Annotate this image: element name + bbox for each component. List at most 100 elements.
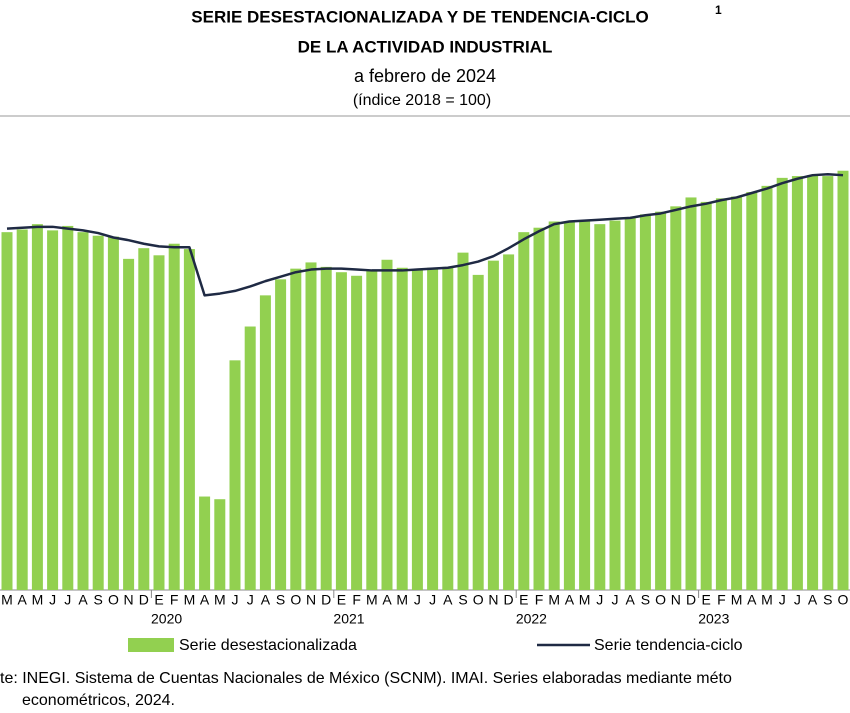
x-tick-label: E [337,592,346,608]
bar [305,262,317,590]
x-tick-label: J [247,592,254,608]
x-tick-label: F [170,592,179,608]
x-tick-label: S [823,592,832,608]
bar [563,221,575,590]
bar [503,254,515,590]
bar [138,248,150,590]
x-tick-label: S [458,592,467,608]
x-tick-label: E [702,592,711,608]
bar [548,221,560,590]
bar [168,243,180,590]
bar [655,211,667,590]
x-tick-label: A [808,592,818,608]
bar [229,360,241,590]
legend-label: Serie desestacionalizada [179,637,357,654]
bar [457,252,469,590]
legend-swatch [128,638,174,652]
x-tick-label: D [504,592,514,608]
x-tick-label: J [414,592,421,608]
bar [77,232,89,590]
x-tick-label: J [429,592,436,608]
x-tick-label: N [124,592,134,608]
x-tick-label: D [686,592,696,608]
bar [442,266,454,590]
x-tick-label: N [671,592,681,608]
bar [685,197,697,590]
bar [275,279,287,590]
bar [609,220,621,590]
x-tick-label: M [214,592,226,608]
bar [746,192,758,590]
x-tick-label: N [306,592,316,608]
bar [487,260,499,590]
x-tick-label: F [535,592,544,608]
x-tick-label: M [366,592,378,608]
x-tick-label: O [838,592,849,608]
bar [715,198,727,591]
bar [518,232,530,590]
bar [123,258,135,590]
x-tick-label: M [1,592,13,608]
x-tick-label: M [731,592,743,608]
x-tick-label: D [321,592,331,608]
bar [731,196,743,590]
x-tick-label: O [473,592,484,608]
x-tick-label: A [626,592,636,608]
bar [670,206,682,590]
bar [31,224,43,591]
year-label: 2020 [151,611,182,627]
bar [153,255,165,590]
x-tick-label: O [108,592,119,608]
footer: te: INEGI. Sistema de Cuentas Nacionales… [0,670,732,687]
subtitle-2: (índice 2018 = 100) [353,92,491,109]
x-tick-label: J [596,592,603,608]
bar [47,230,59,590]
bar [351,275,363,590]
bar [381,259,393,590]
x-tick-label: N [488,592,498,608]
bar [199,496,211,590]
year-label: 2023 [698,611,729,627]
x-tick-label: M [32,592,44,608]
bar [335,272,347,590]
bar [700,201,712,591]
bar [320,266,332,590]
x-tick-label: F [717,592,726,608]
bar [214,499,226,590]
x-tick-label: M [579,592,591,608]
legend-label: Serie tendencia-ciclo [594,637,743,654]
x-tick-label: J [49,592,56,608]
x-tick-label: O [655,592,666,608]
x-tick-label: M [184,592,196,608]
year-label: 2021 [333,611,364,627]
bar [396,267,408,590]
bar [259,295,271,590]
x-tick-label: A [565,592,575,608]
x-tick-label: J [779,592,786,608]
bar [639,214,651,590]
x-tick-label: S [276,592,285,608]
bar [822,176,834,591]
bar [62,225,74,590]
bar [411,269,423,590]
x-tick-label: A [747,592,757,608]
x-tick-label: A [18,592,28,608]
bar [244,326,256,590]
x-tick-label: M [761,592,773,608]
chart-title-line2: DE LA ACTIVIDAD INDUSTRIAL [298,37,553,56]
bar [837,170,849,590]
bar [579,221,591,590]
bar [183,249,195,591]
bar [624,217,636,590]
x-tick-label: A [261,592,271,608]
chart-title: SERIE DESESTACIONALIZADA Y DE TENDENCIA-… [191,7,648,26]
x-tick-label: F [352,592,361,608]
x-tick-label: J [794,592,801,608]
x-tick-label: E [519,592,528,608]
x-tick-label: E [154,592,163,608]
x-tick-label: A [382,592,392,608]
bar [366,269,378,590]
x-tick-label: J [64,592,71,608]
